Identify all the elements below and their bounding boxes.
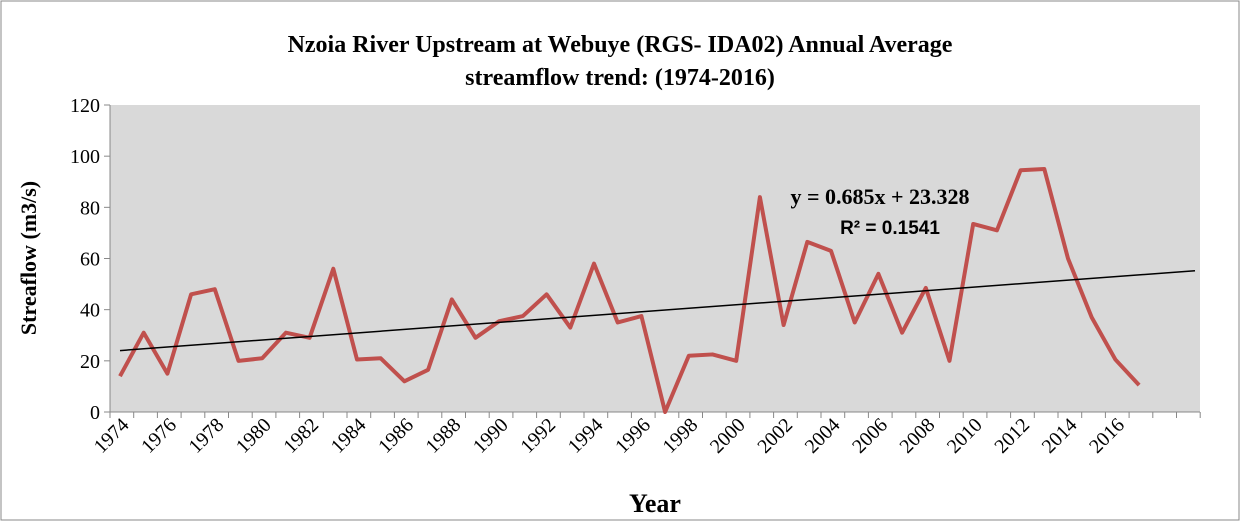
x-axis-label: Year	[629, 489, 681, 518]
y-tick-label: 100	[70, 146, 100, 168]
y-tick-label: 0	[90, 402, 100, 424]
y-tick-label: 40	[80, 300, 100, 322]
y-tick-label: 60	[80, 249, 100, 271]
plot-area	[110, 105, 1200, 412]
chart-title: Nzoia River Upstream at Webuye (RGS- IDA…	[288, 32, 953, 58]
y-tick-label: 20	[80, 351, 100, 373]
y-axis-label: Streaflow (m3/s)	[16, 181, 41, 335]
trendline	[119, 269, 1196, 352]
chart-title: streamflow trend: (1974-2016)	[465, 65, 775, 91]
trend-r2: R² = 0.1541	[840, 218, 940, 239]
y-tick-label: 120	[70, 95, 100, 117]
y-tick-label: 80	[80, 197, 100, 219]
trend-equation: y = 0.685x + 23.328	[790, 184, 969, 209]
series-line	[118, 166, 1141, 414]
